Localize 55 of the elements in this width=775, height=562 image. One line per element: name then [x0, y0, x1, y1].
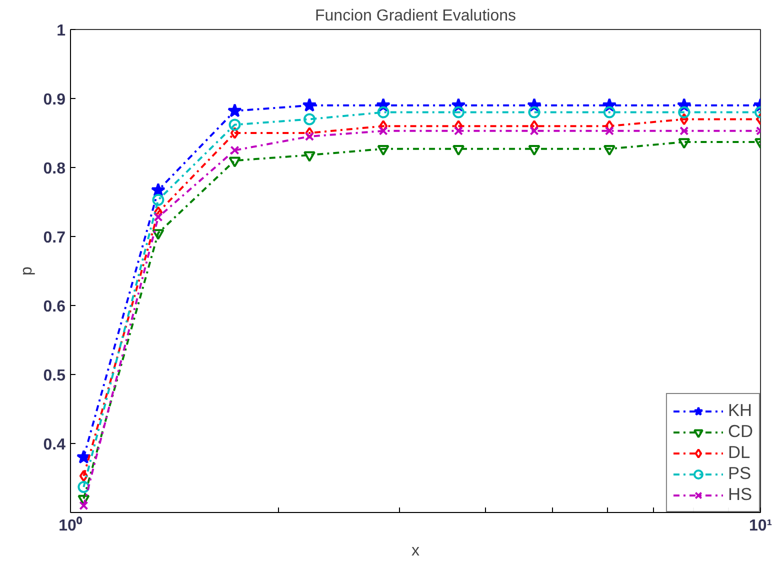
point	[377, 144, 390, 156]
y-axis-title: p	[18, 266, 36, 276]
point	[228, 103, 242, 118]
y-tick-label: 0.6	[43, 298, 66, 316]
point	[454, 120, 463, 132]
point	[79, 501, 88, 510]
point	[78, 494, 90, 506]
point	[154, 212, 163, 222]
y-tick-label: 0.7	[43, 230, 66, 246]
point	[154, 206, 163, 218]
chart-title: Funcion Gradient Evalutions	[315, 8, 516, 24]
legend-label: DL	[728, 442, 750, 463]
point	[230, 146, 240, 155]
y-tick-label: 0.5	[43, 368, 66, 384]
point	[303, 113, 316, 126]
point	[604, 126, 614, 136]
point	[78, 480, 90, 493]
legend-label: CD	[728, 421, 753, 442]
point	[304, 132, 314, 141]
point	[678, 138, 690, 149]
point	[680, 126, 689, 136]
y-tick-label: 1	[56, 22, 66, 40]
point	[452, 144, 464, 156]
legend-label: PS	[728, 463, 752, 484]
point	[302, 98, 317, 112]
x-tick-label: 10¹	[748, 518, 772, 534]
point	[377, 106, 390, 118]
point	[452, 106, 464, 118]
point	[454, 126, 464, 136]
point	[603, 144, 616, 156]
point	[378, 126, 388, 136]
point	[678, 106, 690, 118]
point	[305, 127, 314, 139]
point	[303, 151, 316, 162]
point	[528, 106, 540, 118]
y-tick-label: 0.4	[43, 436, 66, 454]
point	[152, 194, 164, 206]
point	[228, 118, 241, 131]
y-tick-label: 0.8	[43, 160, 66, 178]
y-tick-label: 0.9	[43, 92, 66, 108]
point	[530, 126, 539, 136]
point	[603, 106, 616, 118]
legend-label: KH	[728, 400, 752, 421]
point	[528, 144, 540, 156]
point	[605, 120, 614, 132]
point	[79, 470, 88, 482]
point	[378, 120, 388, 132]
point	[228, 156, 241, 168]
point	[76, 450, 91, 464]
point	[152, 229, 164, 240]
point	[230, 127, 240, 139]
point	[680, 113, 688, 126]
legend-label: HS	[728, 484, 752, 505]
x-tick-label: 10⁰	[58, 516, 82, 534]
x-axis-title: x	[412, 542, 420, 560]
